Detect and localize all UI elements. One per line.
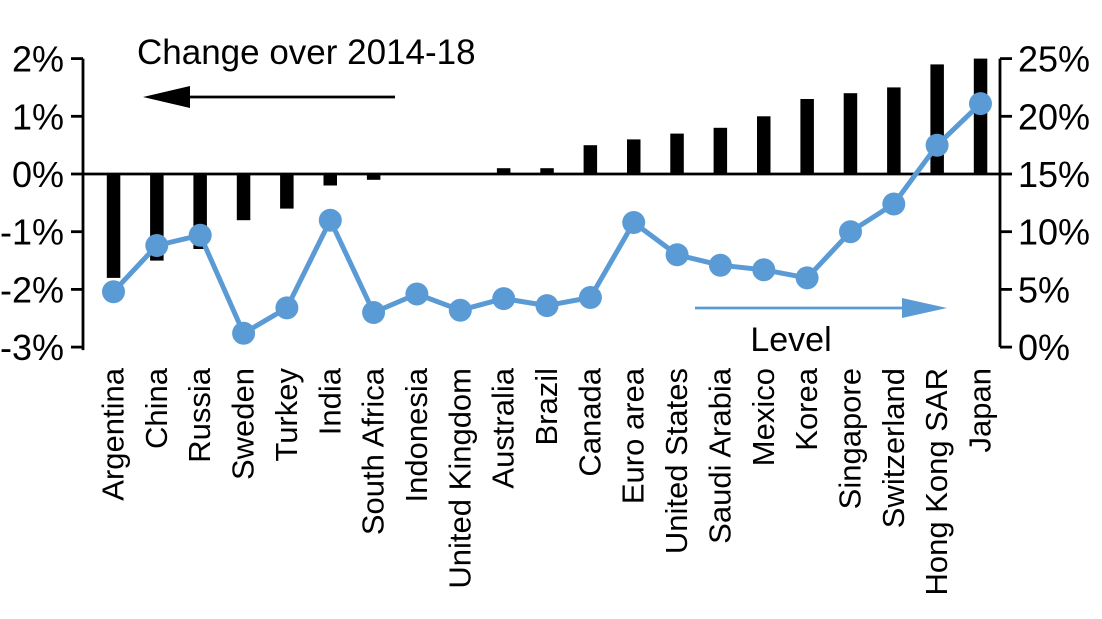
category-label-India: India: [312, 367, 347, 435]
bar-Mexico: [757, 116, 771, 174]
right-axis-tick-label: 10%: [1018, 212, 1090, 253]
bar-Brazil: [540, 168, 554, 174]
bar-South Africa: [366, 174, 381, 180]
line-series: [102, 92, 992, 345]
category-label-Sweden: Sweden: [226, 368, 261, 480]
category-label-United Kingdom: United Kingdom: [442, 368, 477, 589]
bar-Korea: [800, 99, 814, 174]
dot-India: [318, 208, 342, 232]
right-axis-tick-label: 5%: [1018, 269, 1070, 310]
bar-Japan: [973, 58, 988, 174]
dot-Mexico: [752, 258, 776, 282]
category-label-Russia: Russia: [182, 367, 217, 463]
category-label-Korea: Korea: [789, 367, 824, 450]
dot-China: [145, 234, 169, 257]
left-axis-tick-label: -1%: [0, 212, 64, 253]
dot-Euro area: [622, 211, 646, 234]
bar-Hong Kong SAR: [930, 64, 944, 174]
right-axis-tick-label: 25%: [1018, 39, 1090, 80]
bar-Turkey: [280, 174, 294, 209]
category-label-Singapore: Singapore: [833, 368, 868, 509]
bar-United States: [670, 133, 684, 174]
dot-Saudi Arabia: [708, 253, 732, 277]
right-axis-tick-label: 20%: [1018, 96, 1090, 137]
category-label-Japan: Japan: [963, 368, 998, 452]
category-label-Hong Kong SAR: Hong Kong SAR: [919, 368, 954, 595]
left-axis-tick-label: 1%: [12, 96, 64, 137]
bar-series: [106, 58, 988, 278]
dot-Brazil: [535, 294, 559, 318]
dot-Sweden: [232, 321, 256, 345]
category-label-Mexico: Mexico: [746, 368, 781, 466]
category-label-Canada: Canada: [572, 367, 607, 476]
dot-Australia: [492, 287, 516, 311]
bar-Argentina: [106, 174, 121, 278]
category-label-Switzerland: Switzerland: [876, 368, 911, 528]
left-arrow: [143, 86, 395, 108]
bar-Canada: [583, 145, 598, 175]
right-series-annotation-label: Level: [750, 321, 831, 359]
dot-Hong Kong SAR: [925, 133, 949, 157]
bar-Saudi Arabia: [713, 127, 728, 174]
left-axis-tick-label: 2%: [12, 39, 64, 80]
category-label-South Africa: South Africa: [356, 367, 391, 535]
category-label-Indonesia: Indonesia: [399, 367, 434, 502]
bar-Switzerland: [887, 87, 901, 174]
dot-Canada: [578, 286, 602, 309]
bar-Australia: [496, 168, 511, 174]
category-label-China: China: [139, 367, 174, 449]
category-label-Euro area: Euro area: [616, 367, 651, 504]
bar-Singapore: [843, 93, 858, 174]
dot-South Africa: [362, 301, 386, 324]
right-axis-tick-label: 15%: [1018, 154, 1090, 195]
left-axis-tick-label: -2%: [0, 269, 64, 310]
left-axis-tick-label: -3%: [0, 327, 64, 368]
category-axis-labels: Argentina China Russia Sweden Turkey India Sou…: [96, 367, 998, 595]
bar-Sweden: [236, 174, 251, 221]
dot-Switzerland: [882, 192, 906, 216]
dot-Indonesia: [405, 282, 429, 306]
left-series-annotation-label: Change over 2014-18: [137, 33, 476, 72]
dot-Korea: [795, 266, 819, 290]
dot-Russia: [188, 223, 212, 247]
bar-Euro area: [627, 139, 641, 174]
category-label-Brazil: Brazil: [529, 368, 564, 446]
right-arrow: [695, 298, 947, 318]
category-label-Turkey: Turkey: [269, 368, 304, 462]
axes: 2% 1% 0% -1% -2% -3% 25% 20% 15% 10% 5% 0%: [0, 39, 1090, 369]
dot-United Kingdom: [448, 298, 472, 322]
dot-United States: [665, 243, 689, 267]
dot-Singapore: [839, 220, 862, 244]
left-axis-tick-label: 0%: [12, 154, 64, 195]
dot-Turkey: [275, 296, 299, 320]
category-label-Saudi Arabia: Saudi Arabia: [702, 367, 737, 544]
category-label-Australia: Australia: [486, 367, 521, 488]
right-axis-tick-label: 0%: [1018, 327, 1070, 368]
category-label-Argentina: Argentina: [96, 367, 131, 500]
dot-Argentina: [102, 280, 125, 304]
category-label-United States: United States: [659, 368, 694, 554]
dot-Japan: [969, 92, 992, 116]
bar-India: [323, 174, 337, 186]
